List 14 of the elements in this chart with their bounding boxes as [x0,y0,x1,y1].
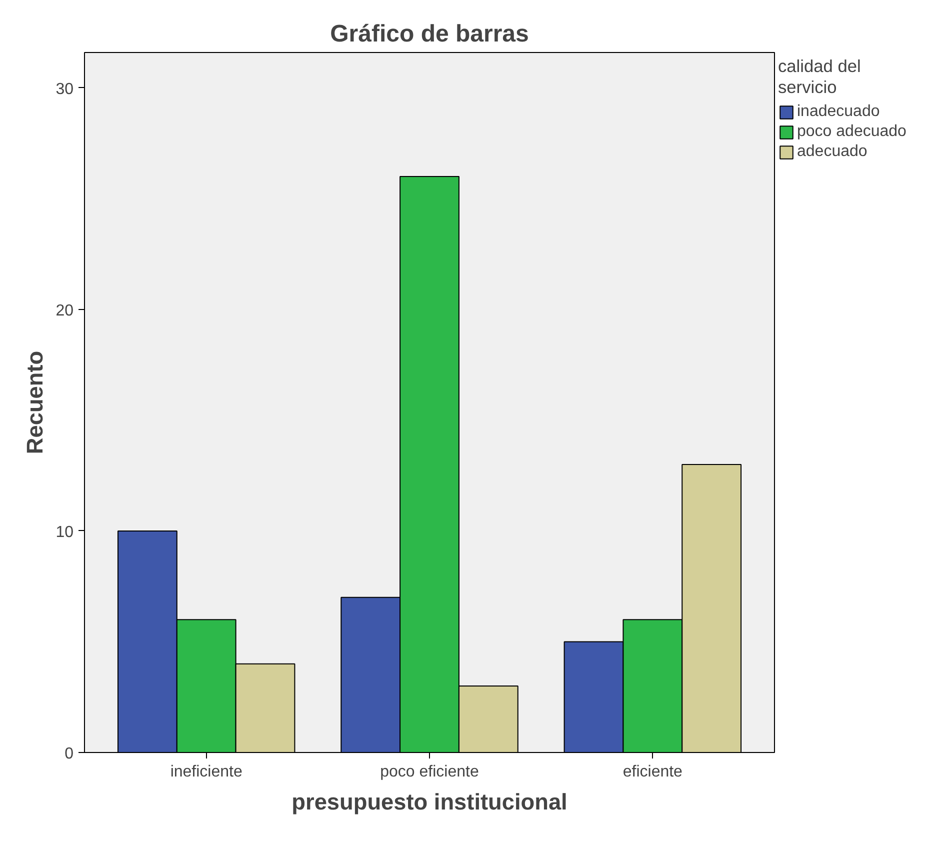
y-tick-label: 10 [56,524,74,541]
y-tick-label: 20 [56,302,74,320]
x-axis-title: presupuesto institucional [292,788,568,814]
y-axis-title: Recuento [22,350,48,454]
x-tick-label: ineficiente [170,764,242,780]
legend-title: calidad del servicio [778,56,862,98]
y-tick-label: 30 [56,80,74,98]
x-tick-label: poco eficiente [380,764,479,780]
legend-label: adecuado [797,143,868,161]
chart-title: Gráfico de barras [330,20,529,48]
y-tick-label: 0 [64,746,74,762]
legend-label: inadecuado [797,103,880,121]
legend-label: poco adecuado [797,123,906,141]
x-tick-label: eficiente [622,764,683,780]
